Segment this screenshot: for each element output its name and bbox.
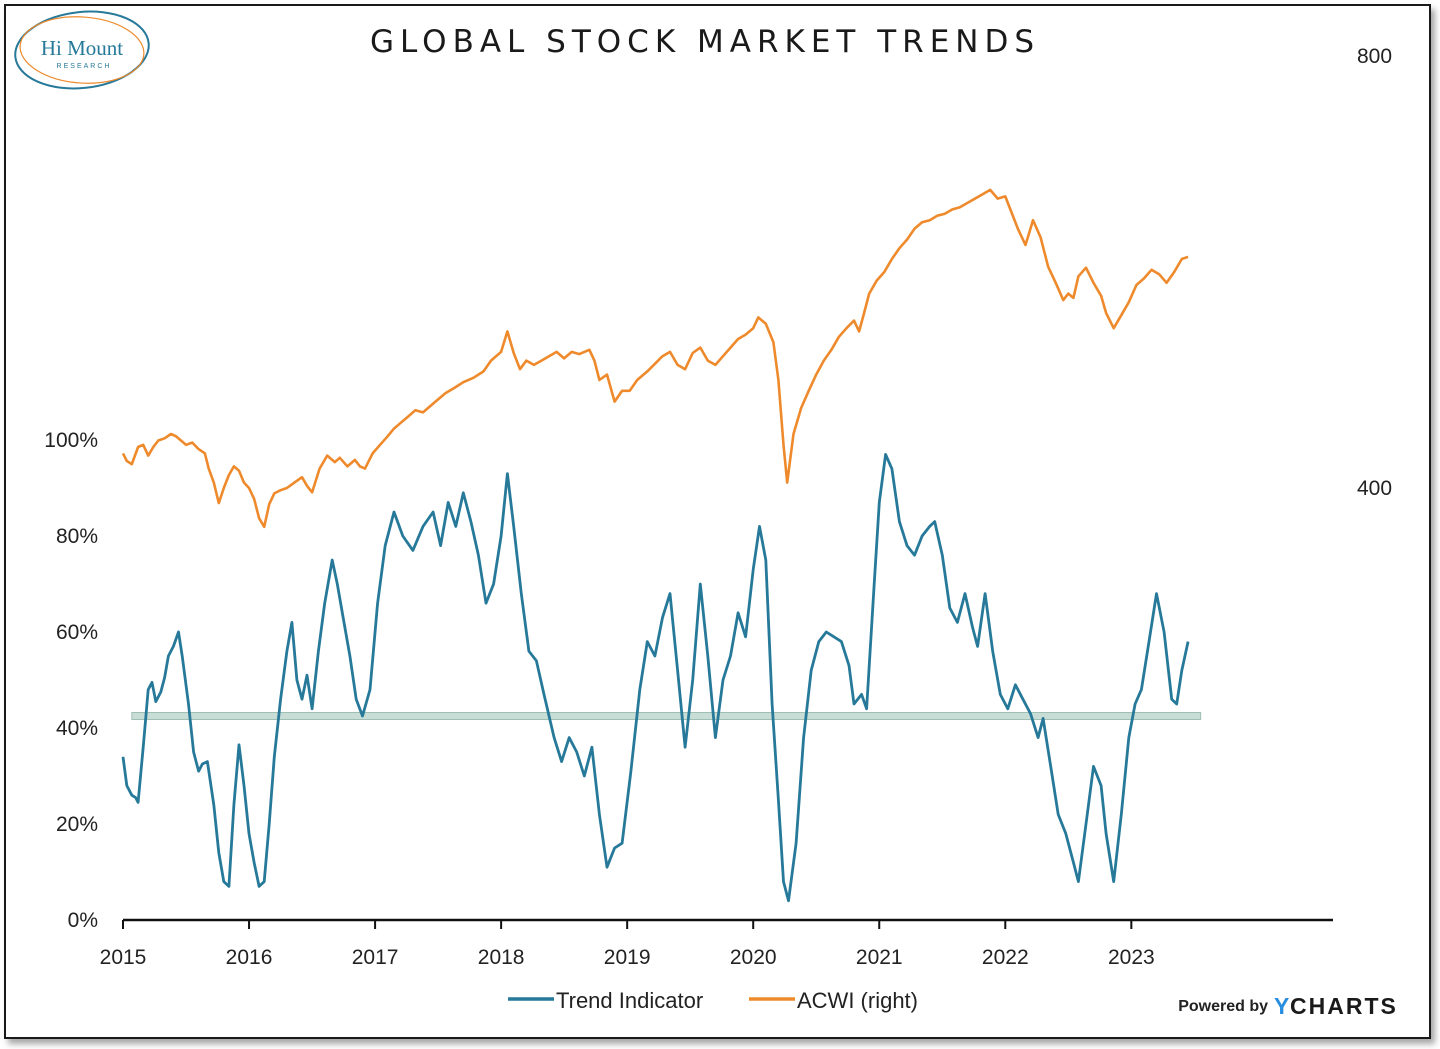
threshold-band bbox=[131, 712, 1202, 720]
legend: Trend Indicator ACWI (right) bbox=[508, 988, 918, 1013]
x-tick-label: 2017 bbox=[352, 946, 399, 969]
right-axis-ticks: 400 800 bbox=[1357, 45, 1392, 500]
ycharts-logo-y: Y bbox=[1274, 993, 1289, 1019]
legend-label-trend-indicator: Trend Indicator bbox=[556, 988, 703, 1013]
left-tick-label: 60% bbox=[56, 621, 98, 644]
left-tick-label: 40% bbox=[56, 717, 98, 740]
series-line-acwi bbox=[121, 188, 1189, 529]
logo: Hi Mount RESEARCH bbox=[14, 10, 150, 90]
legend-label-acwi: ACWI (right) bbox=[797, 988, 918, 1013]
x-tick-label: 2023 bbox=[1108, 946, 1155, 969]
ycharts-branding: Powered by Y CHARTS bbox=[1178, 993, 1398, 1019]
left-axis-ticks: 0% 20% 40% 60% 80% 100% bbox=[44, 429, 98, 932]
x-tick-label: 2020 bbox=[730, 946, 777, 969]
x-tick-label: 2021 bbox=[856, 946, 903, 969]
x-tick-label: 2018 bbox=[478, 946, 525, 969]
left-tick-label: 20% bbox=[56, 813, 98, 836]
ycharts-logo-name: CHARTS bbox=[1290, 993, 1398, 1019]
branding-prefix: Powered by bbox=[1178, 998, 1268, 1015]
left-tick-label: 80% bbox=[56, 525, 98, 548]
logo-sub: RESEARCH bbox=[57, 63, 112, 70]
right-tick-label: 800 bbox=[1357, 45, 1392, 68]
x-axis-ticks: 2015 2016 2017 2018 2019 2020 2021 2022 2023 bbox=[100, 920, 1155, 969]
x-tick-label: 2019 bbox=[604, 946, 651, 969]
right-tick-label: 400 bbox=[1357, 477, 1392, 500]
x-tick-label: 2015 bbox=[100, 946, 147, 969]
x-tick-label: 2016 bbox=[226, 946, 273, 969]
chart-frame bbox=[4, 4, 1431, 1039]
logo-name: Hi Mount bbox=[41, 36, 123, 60]
left-tick-label: 0% bbox=[68, 909, 98, 932]
chart-title: GLOBAL STOCK MARKET TRENDS bbox=[370, 24, 1040, 60]
x-tick-label: 2022 bbox=[982, 946, 1029, 969]
series-line-trend-indicator bbox=[121, 453, 1190, 903]
left-tick-label: 100% bbox=[44, 429, 98, 452]
